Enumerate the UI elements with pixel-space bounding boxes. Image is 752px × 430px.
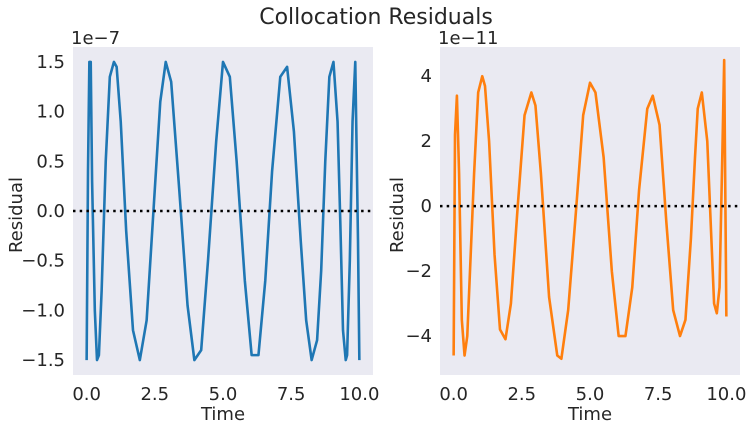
residual-series-line <box>452 58 728 361</box>
x-axis-label: Time <box>200 404 245 425</box>
x-tick-label: 5.0 <box>576 384 605 405</box>
y-axis-exponent-label: 1e−11 <box>438 28 499 49</box>
y-axis-label: Residual <box>387 177 408 253</box>
left-residual-plot: 0.0 2.5 5.0 7.5 10.0 1.5 1.0 0.5 0.0 −0.5 −1.0 −1.5… <box>6 28 379 425</box>
y-tick-label: 1.0 <box>36 102 65 123</box>
x-tick-label: 2.5 <box>140 384 169 405</box>
x-tick-label: 0.0 <box>72 384 101 405</box>
x-tick-label: 0.0 <box>439 384 468 405</box>
y-tick-label: 0 <box>421 196 432 217</box>
plot-area <box>440 47 740 375</box>
right-residual-plot: 0.0 2.5 5.0 7.5 10.0 4 2 0 −2 −4 Time Residual 1e−11 <box>387 28 746 425</box>
x-tick-label: 10.0 <box>706 384 746 405</box>
y-tick-label: 4 <box>421 66 432 87</box>
y-tick-label: −4 <box>405 326 432 347</box>
y-tick-label: −2 <box>405 261 432 282</box>
residual-series-line <box>85 60 361 362</box>
x-tick-label: 10.0 <box>339 384 379 405</box>
x-axis-label: Time <box>567 404 612 425</box>
x-tick-label: 7.5 <box>644 384 673 405</box>
y-tick-label: −1.5 <box>21 350 65 371</box>
y-tick-label: 2 <box>421 131 432 152</box>
y-tick-label: −0.5 <box>21 251 65 272</box>
x-tick-label: 5.0 <box>209 384 238 405</box>
y-tick-label: 0.0 <box>36 201 65 222</box>
y-axis-label: Residual <box>6 177 27 253</box>
figure-title: Collocation Residuals <box>259 5 493 30</box>
y-tick-label: 1.5 <box>36 52 65 73</box>
y-tick-label: −1.0 <box>21 300 65 321</box>
y-tick-label: 0.5 <box>36 151 65 172</box>
y-axis-exponent-label: 1e−7 <box>71 28 120 49</box>
x-tick-label: 7.5 <box>277 384 306 405</box>
x-tick-label: 2.5 <box>507 384 536 405</box>
